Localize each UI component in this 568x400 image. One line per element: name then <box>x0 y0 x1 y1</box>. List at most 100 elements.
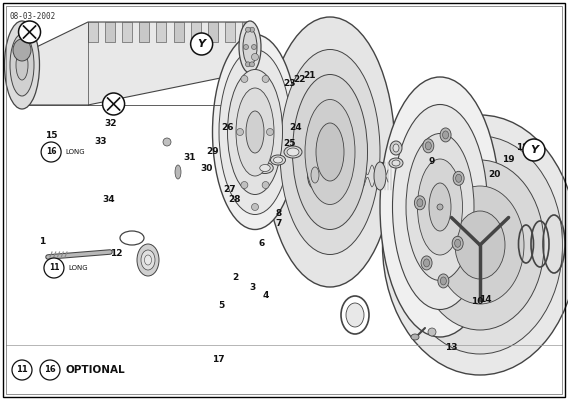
Ellipse shape <box>390 141 402 155</box>
Text: 4: 4 <box>262 292 269 300</box>
Text: 26: 26 <box>221 124 233 132</box>
Polygon shape <box>20 22 250 105</box>
Ellipse shape <box>246 111 264 153</box>
Text: 8: 8 <box>275 210 282 218</box>
Circle shape <box>266 128 274 136</box>
Text: 24: 24 <box>289 124 302 132</box>
Circle shape <box>236 128 244 136</box>
Ellipse shape <box>239 21 261 73</box>
Circle shape <box>262 76 269 82</box>
Text: LONG: LONG <box>65 149 85 155</box>
Polygon shape <box>225 22 235 42</box>
Ellipse shape <box>455 211 505 279</box>
Circle shape <box>245 62 250 67</box>
Ellipse shape <box>411 334 419 340</box>
Ellipse shape <box>440 128 451 142</box>
Ellipse shape <box>284 146 302 158</box>
Text: 12: 12 <box>110 250 123 258</box>
Text: OPTIONAL: OPTIONAL <box>66 365 126 375</box>
Ellipse shape <box>346 303 364 327</box>
Text: 28: 28 <box>228 196 241 204</box>
Ellipse shape <box>257 162 273 174</box>
Ellipse shape <box>415 196 425 210</box>
Bar <box>380 162 445 190</box>
Ellipse shape <box>144 255 152 265</box>
Ellipse shape <box>5 21 40 109</box>
Ellipse shape <box>406 134 474 280</box>
Circle shape <box>44 258 64 278</box>
Text: 10: 10 <box>471 298 483 306</box>
Circle shape <box>252 204 258 210</box>
Ellipse shape <box>456 174 462 182</box>
Ellipse shape <box>380 77 500 337</box>
Ellipse shape <box>260 164 270 172</box>
Circle shape <box>252 54 258 60</box>
Text: 14: 14 <box>479 296 492 304</box>
Text: 30: 30 <box>200 164 212 172</box>
Ellipse shape <box>452 236 463 250</box>
Ellipse shape <box>265 17 395 287</box>
Text: 16: 16 <box>44 366 56 374</box>
Circle shape <box>252 44 257 50</box>
Ellipse shape <box>440 277 446 285</box>
Text: 08-03-2002: 08-03-2002 <box>10 12 56 21</box>
Text: 32: 32 <box>105 120 117 128</box>
Text: 2: 2 <box>232 274 239 282</box>
Circle shape <box>40 360 60 380</box>
Ellipse shape <box>305 100 355 204</box>
Text: 33: 33 <box>95 138 107 146</box>
Ellipse shape <box>16 50 28 80</box>
Circle shape <box>245 27 250 32</box>
Ellipse shape <box>442 131 449 139</box>
Circle shape <box>437 204 443 210</box>
Ellipse shape <box>287 148 299 156</box>
Ellipse shape <box>389 158 403 168</box>
Circle shape <box>191 33 212 55</box>
Text: 11: 11 <box>16 366 28 374</box>
Text: Y: Y <box>198 39 206 49</box>
Polygon shape <box>242 22 252 42</box>
Text: 18: 18 <box>516 144 529 152</box>
Ellipse shape <box>423 139 434 153</box>
Circle shape <box>241 182 248 188</box>
Circle shape <box>241 76 248 82</box>
Circle shape <box>428 328 436 336</box>
Text: 31: 31 <box>183 154 195 162</box>
Ellipse shape <box>212 34 298 230</box>
Circle shape <box>19 21 40 43</box>
Ellipse shape <box>429 183 451 231</box>
Ellipse shape <box>424 259 429 267</box>
Ellipse shape <box>392 104 487 310</box>
Ellipse shape <box>382 115 568 375</box>
Ellipse shape <box>137 244 159 276</box>
Text: 3: 3 <box>249 284 256 292</box>
Polygon shape <box>208 22 218 42</box>
Text: 29: 29 <box>207 148 219 156</box>
Text: Y: Y <box>530 145 538 155</box>
Ellipse shape <box>311 167 319 183</box>
Text: LONG: LONG <box>68 265 87 271</box>
Ellipse shape <box>454 239 461 247</box>
Polygon shape <box>105 22 115 42</box>
Ellipse shape <box>417 159 462 255</box>
Ellipse shape <box>374 162 386 190</box>
Polygon shape <box>122 22 132 42</box>
Text: 20: 20 <box>488 170 500 178</box>
Text: 9: 9 <box>428 158 435 166</box>
Text: 23: 23 <box>283 80 296 88</box>
Text: 7: 7 <box>275 220 282 228</box>
Ellipse shape <box>280 50 380 254</box>
Ellipse shape <box>392 160 400 166</box>
Polygon shape <box>174 22 183 42</box>
Ellipse shape <box>293 74 367 230</box>
Circle shape <box>12 360 32 380</box>
Text: 17: 17 <box>212 356 225 364</box>
Ellipse shape <box>398 136 562 354</box>
Ellipse shape <box>270 155 286 165</box>
Ellipse shape <box>453 171 464 185</box>
Ellipse shape <box>417 199 423 207</box>
Ellipse shape <box>243 29 257 65</box>
Ellipse shape <box>307 161 323 189</box>
Ellipse shape <box>10 34 34 96</box>
Circle shape <box>163 138 171 146</box>
